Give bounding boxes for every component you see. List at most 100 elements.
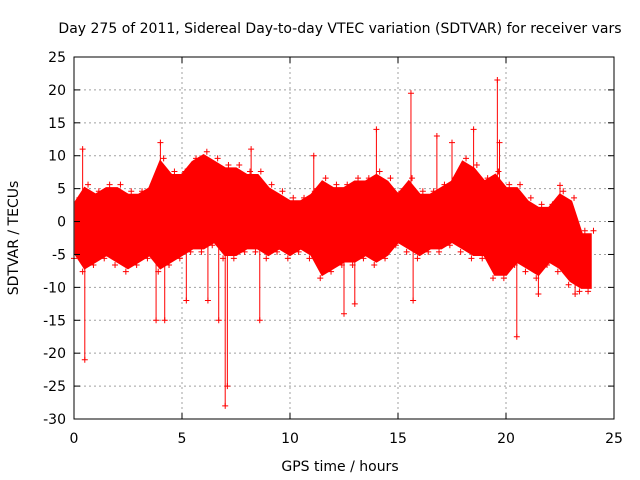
data-point (535, 290, 542, 297)
edge-point (149, 181, 156, 188)
edge-point (490, 275, 497, 282)
edge-point (209, 242, 216, 249)
edge-point (176, 255, 183, 262)
edge-point (371, 261, 378, 268)
data-point (161, 317, 168, 324)
edge-point (117, 181, 124, 188)
edge-point (257, 168, 264, 175)
edge-point (263, 255, 270, 262)
edge-point (139, 188, 146, 195)
edge-point (166, 261, 173, 268)
x-tick-label: 0 (70, 431, 79, 447)
data-point (470, 126, 477, 133)
edge-point (538, 201, 545, 208)
data-series (71, 77, 597, 409)
edge-point (565, 281, 572, 288)
edge-point (79, 268, 86, 275)
x-tick-label: 20 (497, 431, 515, 447)
edge-point (306, 255, 313, 262)
edge-point (495, 168, 502, 175)
edge-point (360, 255, 367, 262)
y-tick-label: 10 (48, 149, 66, 165)
edge-point (457, 248, 464, 255)
edge-point (403, 248, 410, 255)
plot-frame (73, 56, 615, 420)
edge-point (214, 155, 221, 162)
y-tick-label: 15 (48, 116, 66, 132)
edge-point (398, 188, 405, 195)
x-tick-label: 25 (605, 431, 623, 447)
y-tick-label: -15 (43, 313, 66, 329)
data-point (222, 402, 229, 409)
edge-point (252, 248, 259, 255)
edge-point (387, 175, 394, 182)
edge-point (549, 201, 556, 208)
edge-point (544, 261, 551, 268)
edge-point (311, 188, 318, 195)
edge-point (365, 175, 372, 182)
edge-point (576, 288, 583, 295)
edge-point (473, 161, 480, 168)
chart-title: Day 275 of 2011, Sidereal Day-to-day VTE… (58, 21, 621, 37)
edge-point (419, 188, 426, 195)
edge-point (241, 248, 248, 255)
y-tick-label: 0 (57, 215, 66, 231)
edge-point (517, 181, 524, 188)
data-point (449, 139, 455, 146)
data-point (79, 146, 86, 153)
data-point (256, 317, 263, 324)
edge-point (382, 255, 389, 262)
edge-point (317, 275, 324, 282)
edge-point (274, 248, 281, 255)
y-tick-label: -25 (43, 379, 66, 395)
edge-point (484, 175, 491, 182)
edge-point (112, 261, 119, 268)
edge-point (160, 155, 167, 162)
edge-point (590, 227, 597, 234)
data-point (81, 356, 88, 363)
edge-point (247, 168, 254, 175)
edge-point (295, 248, 302, 255)
edge-point (122, 268, 129, 275)
edge-point (236, 161, 243, 168)
x-tick-label: 5 (178, 431, 187, 447)
data-point (557, 182, 563, 189)
edge-point (344, 181, 351, 188)
y-tick-label: 5 (57, 182, 66, 198)
edge-point (268, 181, 275, 188)
data-point (248, 146, 255, 153)
data-point (407, 90, 414, 97)
edge-point (171, 168, 178, 175)
edge-point (230, 255, 237, 262)
y-tick-label: 25 (48, 50, 66, 66)
data-point (433, 132, 440, 139)
data-point (310, 152, 317, 159)
edge-point (95, 188, 102, 195)
data-point (157, 139, 164, 146)
edge-point (452, 175, 459, 182)
y-tick-label: -20 (43, 346, 66, 362)
edge-point (571, 194, 578, 201)
edge-point (155, 268, 162, 275)
data-point (153, 317, 160, 324)
edge-point (333, 181, 340, 188)
edge-point (220, 255, 227, 262)
edge-point (436, 248, 443, 255)
edge-point (506, 181, 513, 188)
edge-point (441, 181, 448, 188)
edge-point (322, 175, 329, 182)
y-tick-label: -10 (43, 280, 66, 296)
data-point (341, 310, 347, 317)
edge-point (511, 261, 518, 268)
data-point (183, 297, 190, 304)
data-point (494, 77, 501, 84)
data-point (410, 297, 417, 304)
edge-point (101, 255, 108, 262)
edge-point (425, 248, 432, 255)
edge-point (479, 255, 486, 262)
edge-point (409, 175, 416, 182)
ticks: 0 5 10 15 20 25 -30 -25 -20 -15 -10 -5 0 5 10 15 20 25 (43, 50, 623, 447)
edge-point (133, 261, 140, 268)
data-envelope (74, 153, 592, 289)
y-tick-label: -30 (43, 412, 66, 428)
